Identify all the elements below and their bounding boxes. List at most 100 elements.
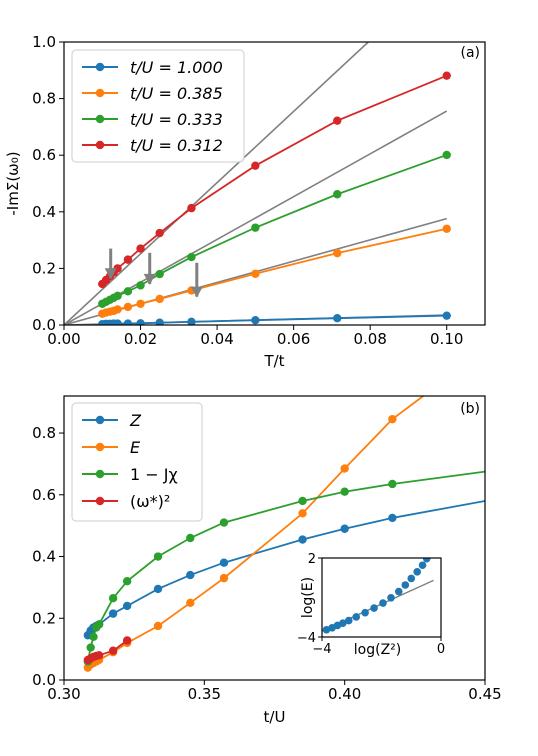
panel-b-inset-point-10 — [394, 587, 403, 596]
panel-b-inset-point-14 — [418, 561, 427, 570]
panel-a-legend-box — [71, 49, 245, 163]
panel-a-xtick-label-5: 0.10 — [430, 330, 463, 348]
panel-b-xlabel: t/U — [264, 708, 286, 726]
panel-b-inset-ytick-label-1: 2 — [308, 552, 316, 567]
panel-b-legend-marker-2 — [95, 469, 105, 479]
panel-a-series-2-point-11 — [442, 150, 451, 160]
panel-b-legend-box — [71, 402, 203, 522]
panel-b-series-3-point-6 — [122, 636, 132, 645]
panel-b-legend-label-0: Z — [129, 411, 142, 430]
panel-a-xtick-label-4: 0.08 — [353, 330, 386, 348]
panel-b-series-0-point-12 — [388, 513, 397, 523]
panel-a-arrow-head-2 — [190, 286, 203, 298]
panel-a-ytick-label-5: 1.0 — [32, 33, 56, 51]
panel-a-series-0-point-4 — [113, 319, 122, 325]
panel-a-legend-marker-1 — [95, 88, 105, 98]
panel-b-legend-marker-3 — [95, 496, 105, 506]
panel-b-legend-marker-1 — [95, 442, 105, 452]
panel-b-inset-point-12 — [407, 574, 416, 583]
panel-b-series-2-point-6 — [122, 577, 132, 586]
panel-b-series-1-point-12 — [388, 414, 397, 424]
panel-a-series-0-point-8 — [187, 317, 196, 325]
panel-b-series-0-point-6 — [122, 601, 132, 611]
panel-a-series-0-point-5 — [123, 319, 133, 325]
panel-b-inset-ytick-label-0: −4 — [297, 631, 316, 646]
panel-a-series-1-point-4 — [113, 305, 122, 314]
panel-b-legend-label-2: 1 − Jχ — [130, 465, 178, 484]
panel-a-series-2-point-9 — [251, 223, 260, 232]
panel-b-chart: 0.30 0.35 0.40 0.45 0.0 0.2 0.4 0.6 0.8 t/U (b) ZE 1… — [32, 395, 502, 726]
panel-b-inset-point-9 — [387, 593, 395, 602]
panel-a-xtick-label-0: 0.00 — [47, 330, 80, 348]
panel-a-series-1-point-5 — [123, 302, 133, 312]
panel-a-legend-label-3: t/U = 0.312 — [130, 136, 223, 155]
panel-b-series-2-point-5 — [108, 593, 118, 603]
panel-b-series-2-point-11 — [340, 487, 349, 496]
panel-a-series-3-point-9 — [251, 161, 260, 170]
panel-b-ytick-label-0: 0.0 — [32, 671, 56, 689]
panel-a-reference-line-3 — [64, 42, 369, 325]
panel-b-inset-point-6 — [361, 608, 369, 617]
panel-b-series-1-point-9 — [219, 573, 229, 583]
panel-b-series-2-point-8 — [186, 533, 195, 543]
panel-b-series-0-point-7 — [153, 584, 163, 594]
panel-b-legend-label-3: (ω*)² — [130, 492, 170, 511]
panel-b-legend-label-1: E — [130, 438, 141, 457]
panel-b-inset-point-8 — [379, 599, 387, 607]
panel-a-series-1-point-7 — [155, 294, 164, 304]
panel-b-series-0-point-5 — [108, 609, 118, 618]
panel-b-series-2-point-4 — [94, 620, 104, 629]
panel-b-series-0-point-11 — [340, 524, 349, 533]
panel-b-ytick-label-3: 0.6 — [32, 486, 56, 504]
panel-b-xtick-label-0: 0.30 — [47, 685, 80, 703]
panel-a-xlabel: T/t — [263, 352, 284, 370]
panel-b-inset-frame — [321, 557, 442, 638]
panel-a-series-0-point-10 — [333, 314, 342, 323]
panel-a-series-0-point-7 — [155, 318, 164, 325]
panel-a-ytick-label-0: 0.0 — [32, 316, 56, 334]
panel-b-inset-ylabel: log(E) — [300, 577, 316, 618]
panel-b-ytick-label-4: 0.8 — [32, 424, 56, 442]
panel-a-xtick-label-3: 0.06 — [277, 330, 310, 348]
panel-b-ytick-label-1: 0.2 — [32, 609, 56, 627]
panel-b-inset: −4 0 −4 2 log(Z²) log(E) — [297, 552, 445, 658]
panel-b-series-2-point-2 — [89, 632, 98, 641]
panel-a-series-2-point-4 — [113, 291, 122, 301]
panel-b-series-1-point-11 — [340, 464, 349, 473]
panel-b-inset-xlabel: log(Z²) — [354, 642, 401, 658]
panel-a-legend: t/U = 1.000 t/U = 0.385 t/U = 0.333 t/U = 0… — [71, 49, 245, 163]
panel-a-series-3-point-7 — [155, 228, 164, 238]
panel-b-xtick-label-2: 0.40 — [328, 685, 361, 703]
panel-a-series-3-point-10 — [333, 116, 342, 125]
panel-a-series-0-point-9 — [251, 315, 260, 325]
panel-a-series-3-point-8 — [187, 203, 196, 213]
panel-b-xtick-label-1: 0.35 — [188, 685, 221, 703]
panel-b-series-2-point-10 — [298, 496, 307, 506]
panel-b-inset-xtick-label-0: −4 — [312, 642, 331, 657]
panel-b-inset-point-3 — [339, 619, 347, 627]
panel-a-series-1-point-6 — [136, 299, 145, 308]
panel-b-inset-point-13 — [413, 568, 422, 576]
panel-a-series-3-point-4 — [113, 264, 122, 273]
panel-a-ylabel: -ImΣ(ω₀) — [4, 151, 22, 215]
panel-b-legend-marker-0 — [95, 415, 105, 425]
panel-b-series-0-point-9 — [219, 558, 229, 567]
panel-b-series-3-point-5 — [108, 646, 118, 655]
panel-b-inset-point-4 — [344, 616, 353, 625]
panel-b-series-3-point-4 — [94, 651, 104, 660]
panel-a-series-2-point-7 — [155, 269, 164, 279]
panel-a-series-2-point-10 — [333, 190, 342, 199]
panel-b-series-0-point-10 — [298, 535, 307, 544]
panel-b-inset-point-5 — [352, 613, 361, 621]
panel-a-series-0-point-6 — [136, 319, 145, 325]
panel-a-series-0-point-11 — [442, 311, 451, 320]
panel-a-axes-frame — [63, 41, 486, 326]
panel-b-series-1-point-8 — [186, 598, 195, 608]
panel-a-ytick-label-2: 0.4 — [32, 203, 56, 221]
panel-a-series-2-point-5 — [123, 287, 133, 296]
panel-a-legend-marker-3 — [95, 140, 105, 150]
panel-a-series-2-point-6 — [136, 281, 145, 290]
panel-b-axes-frame — [63, 395, 486, 681]
panel-a-chart: 0.00 0.02 0.04 0.06 0.08 0.10 0.0 0.2 0.4 0.6 0.8 1… — [4, 33, 486, 370]
